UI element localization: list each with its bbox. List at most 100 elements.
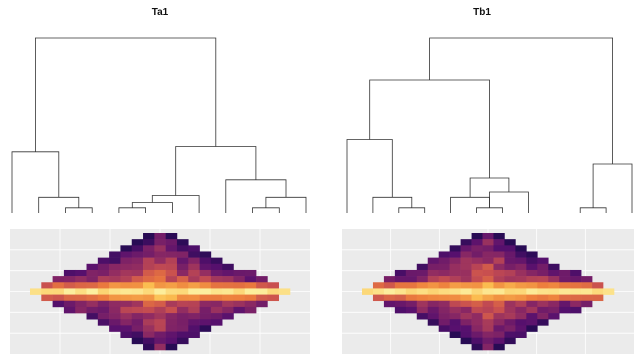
heatmap-cell (256, 300, 268, 308)
heatmap-cell (493, 306, 505, 314)
heatmap-cell (176, 251, 189, 258)
heatmap-cell (256, 276, 268, 283)
heatmap-cell (75, 282, 87, 289)
heatmap-cell (570, 282, 582, 289)
heatmap-cell (515, 325, 527, 332)
heatmap-cell (471, 319, 483, 326)
heatmap-cell (109, 294, 121, 302)
dendrogram-link (429, 37, 613, 164)
heatmap-cell (222, 313, 234, 320)
heatmap-cell (256, 282, 268, 289)
heatmap-cell (482, 325, 494, 332)
heatmap-cell (504, 331, 516, 338)
heatmap-cell (559, 306, 571, 314)
heatmap-cell (210, 269, 223, 277)
heatmap-cell (592, 294, 604, 302)
heatmap-cell (176, 245, 189, 252)
heatmap-cell (482, 306, 494, 314)
heatmap-cell (548, 306, 560, 314)
heatmap-cell (188, 325, 200, 332)
heatmap-cell (143, 300, 155, 308)
heatmap-cell (383, 288, 396, 295)
heatmap-cell (504, 313, 516, 320)
heatmap-cell (109, 313, 121, 320)
heatmap-cell (504, 269, 516, 277)
heatmap-cell (165, 269, 178, 277)
heatmap-cell (537, 313, 549, 320)
heatmap-cell (86, 263, 99, 271)
heatmap-cell (449, 282, 461, 289)
heatmap-cell (233, 269, 246, 277)
heatmap-cell (188, 306, 200, 314)
heatmap-cell (427, 300, 439, 308)
heatmap-cell (154, 294, 166, 302)
heatmap-cell (199, 319, 212, 326)
heatmap-cell (210, 294, 223, 302)
heatmap-cell (471, 276, 483, 283)
heatmap-cell (548, 269, 560, 277)
heatmap-cell (143, 294, 155, 302)
heatmap-cell (438, 306, 450, 314)
heatmap-cell (438, 300, 450, 308)
heatmap-cell (131, 325, 144, 332)
heatmap-cell (405, 294, 418, 302)
heatmap-cell (120, 306, 133, 314)
heatmap-cell (471, 313, 483, 320)
dendrogram-link (11, 151, 60, 213)
heatmap-cell (154, 343, 166, 351)
heatmap-cell (165, 257, 178, 265)
heatmap-cell (493, 325, 505, 332)
dendrogram-link (175, 146, 257, 196)
heatmap-cell (97, 257, 110, 265)
dendrogram-link (592, 163, 633, 213)
heatmap-cell (493, 300, 505, 308)
heatmap-cell (460, 306, 472, 314)
heatmap-cell (120, 288, 133, 295)
heatmap-cell (482, 337, 494, 345)
heatmap-cell (504, 263, 516, 271)
heatmap-cell (493, 276, 505, 283)
heatmap-cell (131, 294, 144, 302)
heatmap-cell (416, 282, 429, 289)
heatmap-cell (427, 313, 439, 320)
heatmap-cell (154, 313, 166, 320)
heatmap-cell (63, 300, 76, 308)
panel-ta1: Ta1 (10, 7, 310, 354)
heatmap-cell (210, 300, 223, 308)
heatmap-cell (199, 288, 212, 295)
heatmap-cell (165, 288, 178, 295)
heatmap-cell (176, 325, 189, 332)
heatmap-cell (504, 288, 516, 295)
dendrogram-link (38, 196, 80, 213)
heatmap-cell (504, 276, 516, 283)
heatmap-cell (63, 269, 76, 277)
heatmap-cell (372, 288, 385, 295)
heatmap-cell (515, 313, 527, 320)
heatmap-cell (537, 294, 549, 302)
heatmap-cell (482, 233, 494, 240)
heatmap-cell (188, 257, 200, 265)
heatmap-cell (438, 282, 450, 289)
heatmap-cell (176, 300, 189, 308)
heatmap-cell (493, 233, 505, 240)
heatmap-cell (210, 319, 223, 326)
heatmap-cell (86, 294, 99, 302)
heatmap-cell (559, 300, 571, 308)
heatmap-cell (256, 288, 268, 295)
heatmap-cell (471, 269, 483, 277)
heatmap-cell (210, 306, 223, 314)
heatmap-cell (143, 282, 155, 289)
heatmap-cell (210, 288, 223, 295)
heatmap-cell (471, 282, 483, 289)
heatmap-cell (120, 313, 133, 320)
heatmap-cell (460, 251, 472, 258)
heatmap-cell (165, 282, 178, 289)
heatmap-cell (383, 276, 396, 283)
dendrogram-link (252, 207, 280, 213)
heatmap-cell (143, 233, 155, 240)
heatmap-cell (548, 282, 560, 289)
heatmap-cell (120, 257, 133, 265)
heatmap-cell (493, 251, 505, 258)
heatmap-cell (154, 325, 166, 332)
dendrogram-link (369, 79, 490, 178)
